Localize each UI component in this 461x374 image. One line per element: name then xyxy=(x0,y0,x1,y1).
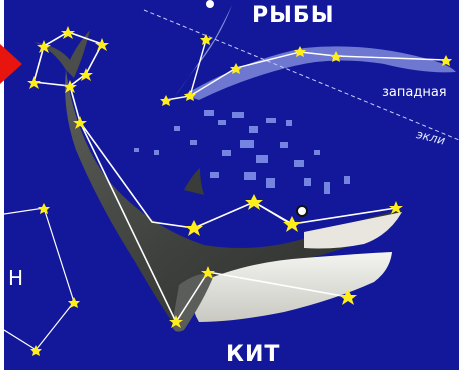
star-icon xyxy=(68,297,80,308)
star-icon xyxy=(339,289,357,305)
constellation-label-cetus: КИТ xyxy=(226,342,281,367)
whale-eye-icon xyxy=(296,205,308,217)
star-icon xyxy=(27,76,41,89)
star-icon xyxy=(185,220,203,236)
star-icon xyxy=(30,345,42,356)
pointer-arrow-icon xyxy=(0,44,22,84)
whale-jaw-shape xyxy=(304,212,402,249)
pisces-western-fish-shape xyxy=(184,46,456,100)
ecliptic-line xyxy=(143,9,459,141)
star-icon xyxy=(283,216,301,232)
star-icon xyxy=(389,201,403,214)
whale-dorsal-fin-shape xyxy=(184,168,204,195)
star-icon xyxy=(245,194,263,210)
star-icon xyxy=(38,203,50,214)
star-icon xyxy=(330,51,342,62)
whale-body-shape xyxy=(65,70,402,325)
bright-star-mark xyxy=(206,0,214,8)
star-icon xyxy=(160,95,172,106)
stars xyxy=(27,26,452,356)
star-icon xyxy=(230,63,242,74)
whale-tail-shape xyxy=(34,30,90,78)
night-sky-map: РЫБЫ западная экли Н КИТ xyxy=(4,0,459,370)
star-icon xyxy=(169,315,183,328)
star-icon xyxy=(63,80,77,93)
pisces-constellation-lines xyxy=(165,39,447,101)
star-icon xyxy=(294,46,306,57)
star-icon xyxy=(95,38,109,51)
edge-letter-label: Н xyxy=(8,266,24,290)
whale-fin-shape xyxy=(172,273,214,332)
constellation-figure xyxy=(4,0,459,356)
star-icon xyxy=(79,68,93,81)
star-icon xyxy=(201,266,215,279)
fish-part-label: западная xyxy=(382,85,447,100)
star-icon xyxy=(440,55,452,66)
milky-way-patches xyxy=(134,110,350,194)
constellation-label-pisces: РЫБЫ xyxy=(252,3,335,28)
star-icon xyxy=(200,34,212,45)
star-icon xyxy=(73,116,87,129)
star-icon xyxy=(37,40,51,53)
star-icon xyxy=(184,90,196,101)
star-icon xyxy=(61,26,75,39)
